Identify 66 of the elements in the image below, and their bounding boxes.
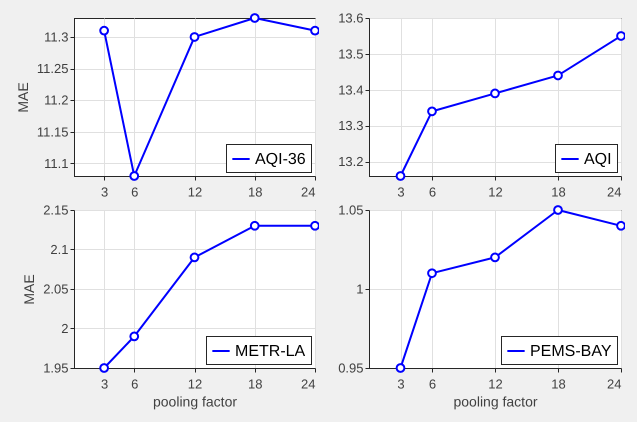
y-tick-label: 1 [356, 282, 364, 296]
point [553, 70, 563, 80]
y-tick-label: 13.6 [338, 10, 364, 26]
point [427, 268, 437, 278]
y-tick-label: 11.2 [44, 92, 68, 108]
x-tick-label: 3 [397, 184, 405, 200]
point [490, 252, 500, 262]
y-tick-label: 2.1 [50, 242, 68, 257]
x-tick-label: 12 [488, 184, 503, 200]
x-tick-label: 6 [428, 184, 436, 200]
x-tick-label: 3 [101, 184, 108, 200]
legend-label: METR-LA [235, 343, 306, 360]
point [190, 32, 200, 42]
x-tick-label: 3 [397, 376, 405, 392]
point [310, 220, 319, 231]
x-tick-label: 18 [248, 376, 262, 392]
x-tick-label: 6 [131, 184, 138, 200]
x-tick-label: 24 [607, 184, 622, 200]
y-tick-label: 11.1 [44, 156, 68, 171]
point [490, 88, 500, 98]
y-tick-label: 2 [61, 321, 68, 336]
point [310, 26, 319, 36]
x-tick-label: 18 [551, 184, 566, 200]
y-tick-label: 1.95 [43, 360, 68, 376]
x-tick-label: 18 [248, 184, 262, 200]
y-tick-label: 11.15 [36, 124, 68, 140]
x-tick-label: 24 [301, 376, 316, 392]
point [250, 13, 260, 23]
y-tick-label: 13.3 [338, 118, 364, 134]
point [190, 252, 200, 262]
point [616, 31, 625, 41]
x-axis-title: pooling factor [152, 394, 238, 410]
legend-label: AQI-36 [255, 151, 306, 168]
x-tick-label: 18 [551, 376, 566, 392]
point [99, 363, 109, 373]
y-tick-label: 1.05 [338, 202, 364, 218]
x-tick-label: 6 [131, 376, 138, 392]
y-tick-label: 0.95 [338, 360, 364, 376]
y-tick-label: 2.05 [43, 282, 68, 296]
y-axis-title: MAE [14, 82, 31, 113]
legend-label: PEMS-BAY [530, 343, 612, 360]
point [553, 205, 563, 215]
point [99, 26, 109, 36]
x-tick-label: 12 [488, 376, 503, 392]
point [129, 332, 140, 342]
x-tick-label: 6 [428, 376, 436, 392]
point [616, 220, 625, 231]
legend-label: AQI [584, 151, 612, 168]
point [396, 363, 406, 373]
x-axis-title: pooling factor [453, 394, 538, 410]
point [250, 220, 260, 231]
x-tick-label: 3 [101, 376, 108, 392]
x-tick-label: 24 [301, 184, 316, 200]
y-tick-label: 13.5 [338, 46, 364, 62]
y-tick-label: 11.25 [36, 61, 68, 76]
y-tick-label: 11.3 [44, 29, 68, 44]
y-tick-label: 13.4 [338, 82, 364, 98]
x-tick-label: 24 [607, 376, 622, 392]
point [396, 171, 406, 181]
point [129, 171, 140, 181]
y-tick-label: 13.2 [338, 154, 364, 170]
x-tick-label: 12 [188, 376, 202, 392]
y-axis-title: MAE [21, 274, 38, 305]
x-tick-label: 12 [188, 184, 202, 200]
point [427, 106, 437, 116]
y-tick-label: 2.15 [43, 202, 68, 218]
